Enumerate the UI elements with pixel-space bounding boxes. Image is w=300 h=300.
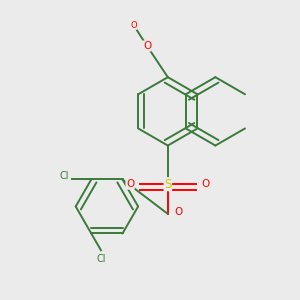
Text: O: O [130,21,137,30]
Text: O: O [143,41,151,51]
Text: Cl: Cl [59,172,69,182]
Text: O: O [126,179,134,189]
Text: S: S [164,178,172,191]
Text: Cl: Cl [96,254,106,264]
Text: O: O [174,207,183,218]
Text: O: O [201,179,210,189]
